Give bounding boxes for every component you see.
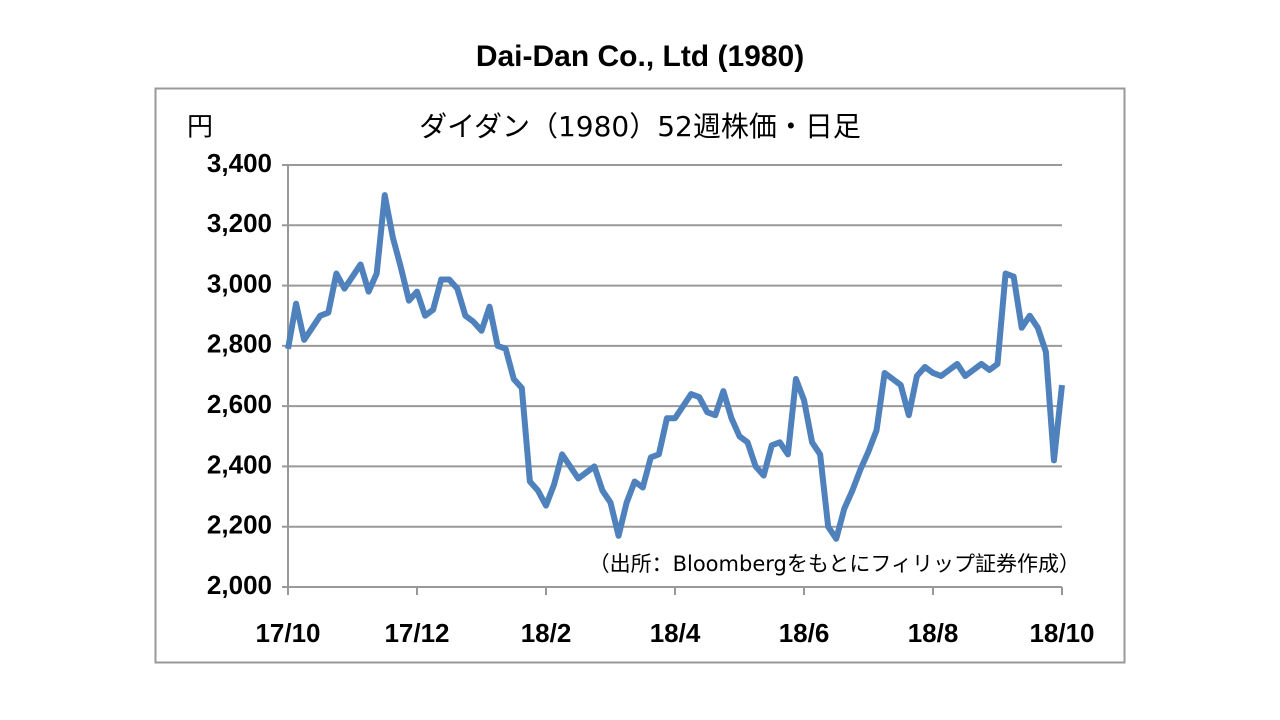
- y-tick-label: 2,800: [207, 329, 272, 359]
- x-tick-label: 18/8: [908, 618, 959, 648]
- price-line: [285, 192, 1065, 542]
- x-tick-label: 18/4: [650, 618, 701, 648]
- y-tick-label: 2,400: [207, 449, 272, 479]
- y-axis-label: 円: [187, 113, 213, 143]
- y-tick-label: 2,600: [207, 389, 272, 419]
- y-tick-label: 3,000: [207, 268, 272, 298]
- y-tick-label: 2,200: [207, 510, 272, 540]
- x-tick-label: 17/10: [255, 618, 320, 648]
- chart-title: Dai-Dan Co., Ltd (1980): [476, 40, 804, 73]
- x-tick-label: 18/2: [521, 618, 572, 648]
- chart-subtitle: ダイダン（1980）52週株価・日足: [419, 110, 861, 143]
- x-tick-label: 17/12: [384, 618, 449, 648]
- y-tick-label: 2,000: [207, 570, 272, 600]
- x-tick-label: 18/6: [779, 618, 830, 648]
- annotation: （出所：Bloombergをもとにフィリップ証券作成）: [589, 552, 1080, 576]
- x-tick-label: 18/10: [1029, 618, 1094, 648]
- y-tick-label: 3,200: [207, 208, 272, 238]
- y-tick-label: 3,400: [207, 148, 272, 178]
- chart-frame: [154, 87, 1126, 664]
